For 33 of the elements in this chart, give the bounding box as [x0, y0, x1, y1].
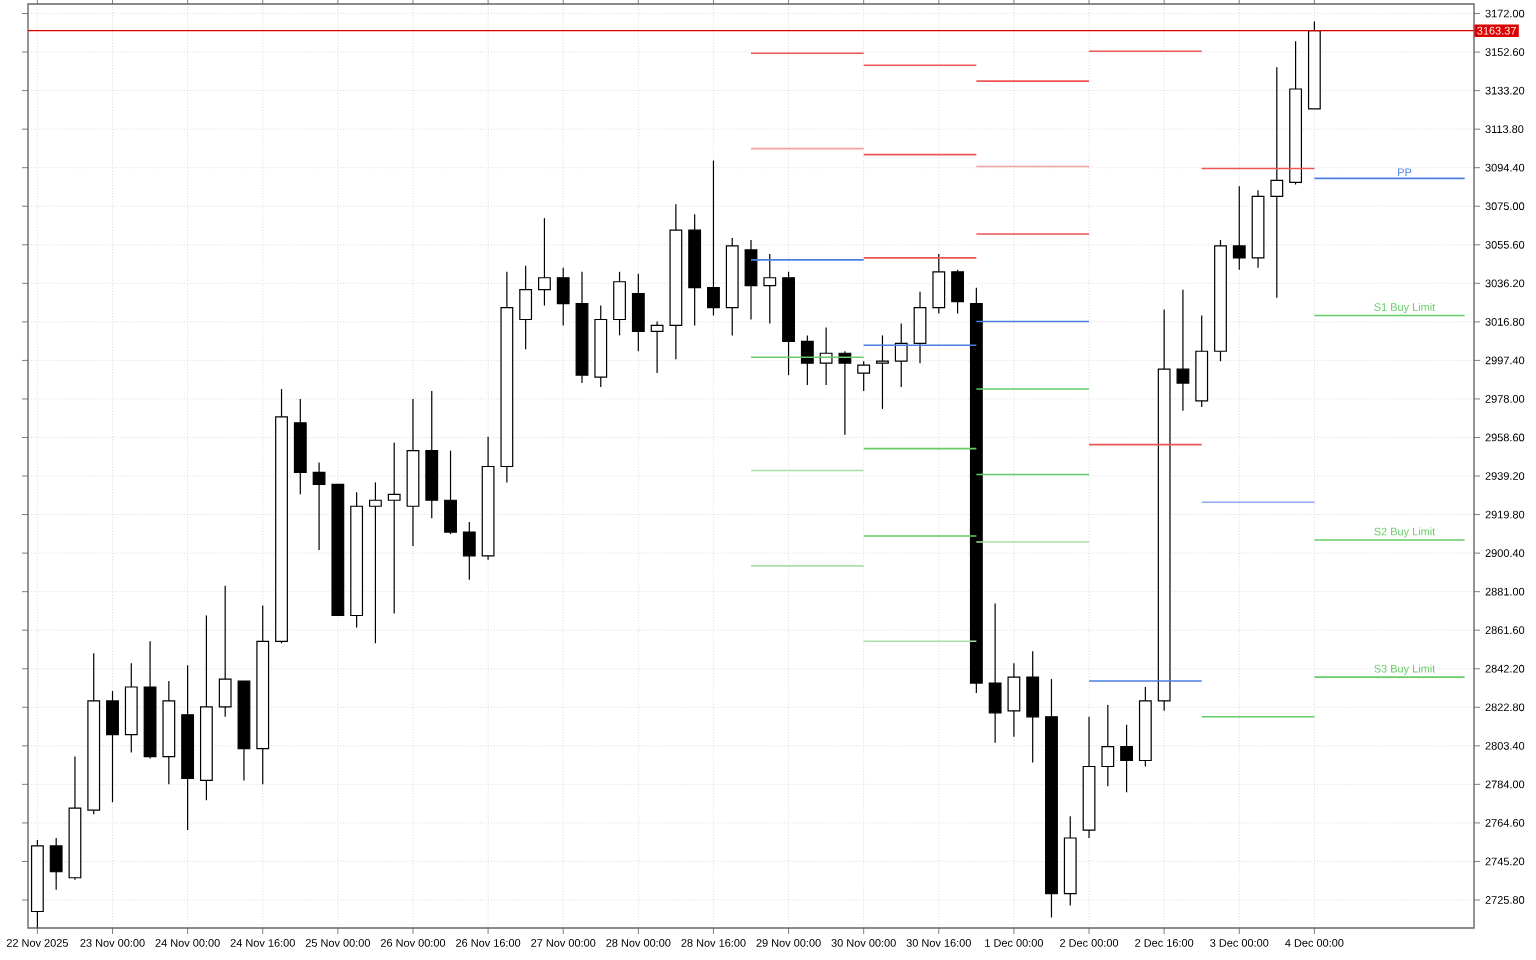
candlestick [387, 442, 401, 615]
candlestick [519, 265, 533, 350]
candlestick [1232, 185, 1246, 271]
candlestick [613, 271, 626, 336]
candlestick [631, 273, 645, 352]
candlestick [1270, 66, 1284, 299]
candlestick [744, 239, 758, 321]
candlestick [707, 159, 720, 317]
candlestick [800, 334, 814, 386]
candlestick [312, 461, 326, 551]
candlestick [1176, 289, 1190, 412]
candlestick [876, 334, 889, 410]
candlestick [1101, 704, 1115, 787]
candlestick [556, 267, 570, 327]
candlestick [988, 602, 1002, 744]
candlestick [763, 253, 777, 325]
candlestick [894, 322, 908, 388]
candlestick [444, 450, 457, 535]
candlestick [650, 320, 664, 374]
candlestick [1026, 650, 1040, 764]
candlestick [462, 521, 476, 581]
candlestick [1007, 662, 1021, 738]
candlestick [951, 269, 964, 315]
candlestick [538, 217, 551, 307]
candlestick [932, 253, 946, 315]
candlestick [368, 481, 382, 644]
candlestick [106, 690, 119, 803]
candlestick [49, 837, 63, 891]
candlestick [857, 360, 871, 392]
candlestick [1120, 724, 1134, 793]
candlestick [218, 585, 232, 718]
candlestick [124, 662, 138, 754]
candlestick [913, 291, 927, 364]
